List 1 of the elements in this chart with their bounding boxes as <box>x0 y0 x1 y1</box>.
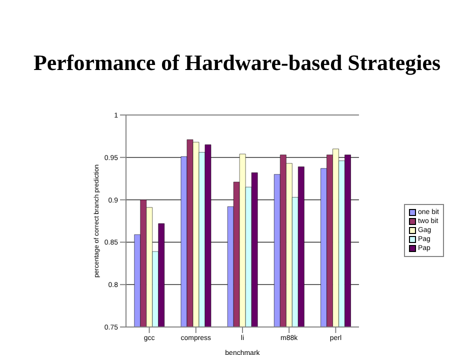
chart-title: Performance of Hardware-based Strategies <box>32 49 442 77</box>
